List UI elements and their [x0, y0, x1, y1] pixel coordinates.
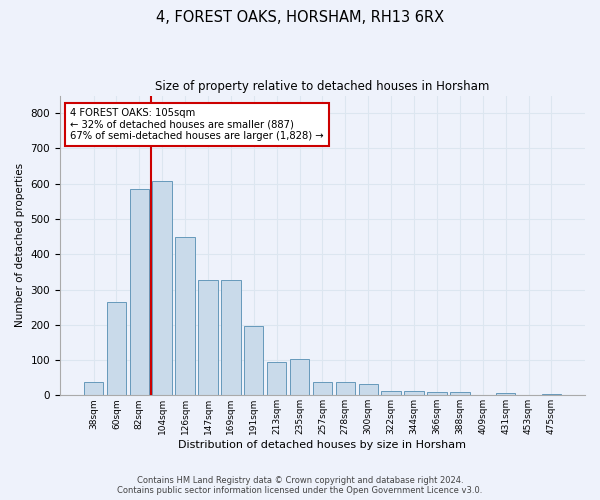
Bar	[335, 382, 355, 396]
Bar	[130, 189, 149, 396]
Y-axis label: Number of detached properties: Number of detached properties	[15, 164, 25, 328]
Bar	[107, 302, 126, 396]
Bar	[450, 392, 470, 396]
Bar	[313, 382, 332, 396]
Title: Size of property relative to detached houses in Horsham: Size of property relative to detached ho…	[155, 80, 490, 93]
Bar	[244, 326, 263, 396]
Bar	[359, 384, 378, 396]
Bar	[404, 391, 424, 396]
Bar	[267, 362, 286, 396]
Text: 4, FOREST OAKS, HORSHAM, RH13 6RX: 4, FOREST OAKS, HORSHAM, RH13 6RX	[156, 10, 444, 25]
Text: 4 FOREST OAKS: 105sqm
← 32% of detached houses are smaller (887)
67% of semi-det: 4 FOREST OAKS: 105sqm ← 32% of detached …	[70, 108, 324, 140]
Bar	[221, 280, 241, 396]
Bar	[198, 280, 218, 396]
Bar	[84, 382, 103, 396]
Bar	[152, 181, 172, 396]
Bar	[542, 394, 561, 396]
Bar	[290, 360, 309, 396]
X-axis label: Distribution of detached houses by size in Horsham: Distribution of detached houses by size …	[178, 440, 466, 450]
Bar	[496, 393, 515, 396]
Bar	[382, 391, 401, 396]
Bar	[427, 392, 446, 396]
Bar	[175, 236, 195, 396]
Text: Contains HM Land Registry data © Crown copyright and database right 2024.
Contai: Contains HM Land Registry data © Crown c…	[118, 476, 482, 495]
